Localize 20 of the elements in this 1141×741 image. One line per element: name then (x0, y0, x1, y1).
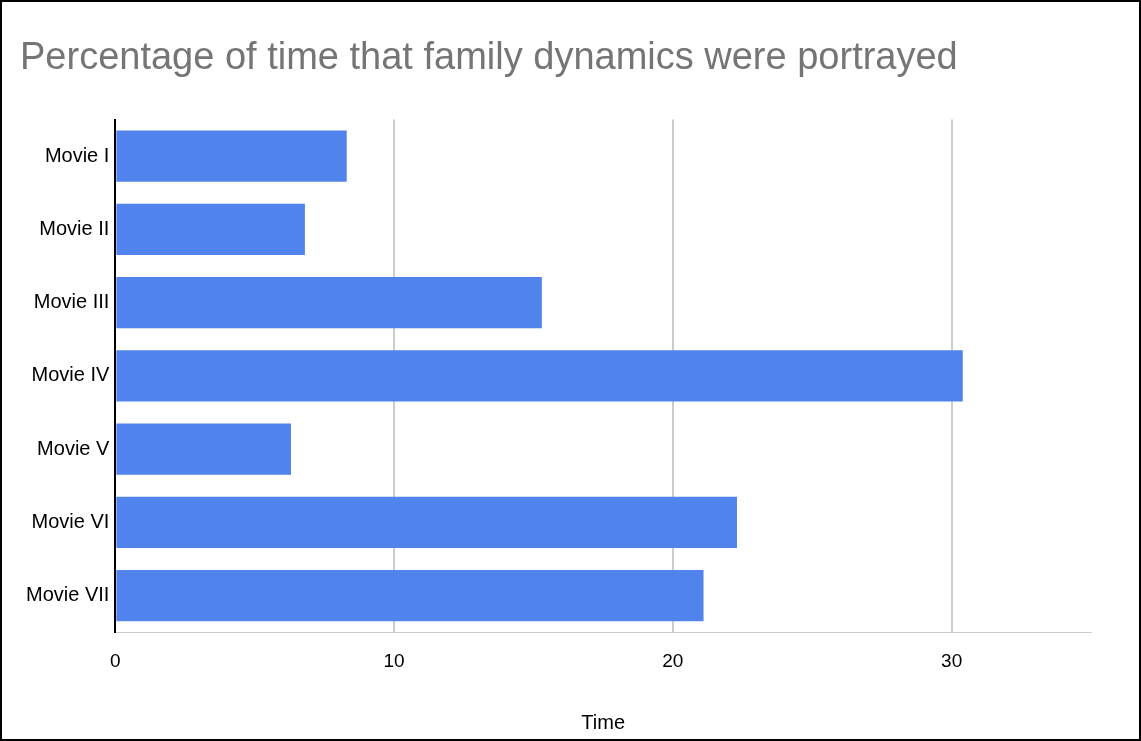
y-tick-label: Movie III (33, 290, 110, 313)
y-tick-label: Movie V (37, 436, 111, 459)
y-tick-label: Movie IV (31, 363, 111, 386)
y-tick-label: Movie VII (26, 583, 110, 606)
bar (116, 423, 291, 475)
x-tick-label: 10 (383, 649, 405, 671)
bar (116, 130, 347, 182)
x-axis-title: Time (581, 710, 626, 733)
bar (116, 569, 704, 622)
bar (116, 203, 305, 256)
bar (116, 496, 737, 548)
y-tick-label: Movie II (39, 216, 110, 239)
x-tick-label: 20 (662, 649, 684, 671)
y-tick-label: Movie VI (31, 509, 110, 532)
x-tick-label: 0 (110, 649, 121, 671)
x-tick-label: 30 (941, 649, 963, 671)
y-tick-label: Movie I (44, 143, 110, 166)
chart-title: Percentage of time that family dynamics were portrayed (20, 35, 958, 78)
bar (116, 350, 963, 402)
bar (116, 277, 542, 329)
